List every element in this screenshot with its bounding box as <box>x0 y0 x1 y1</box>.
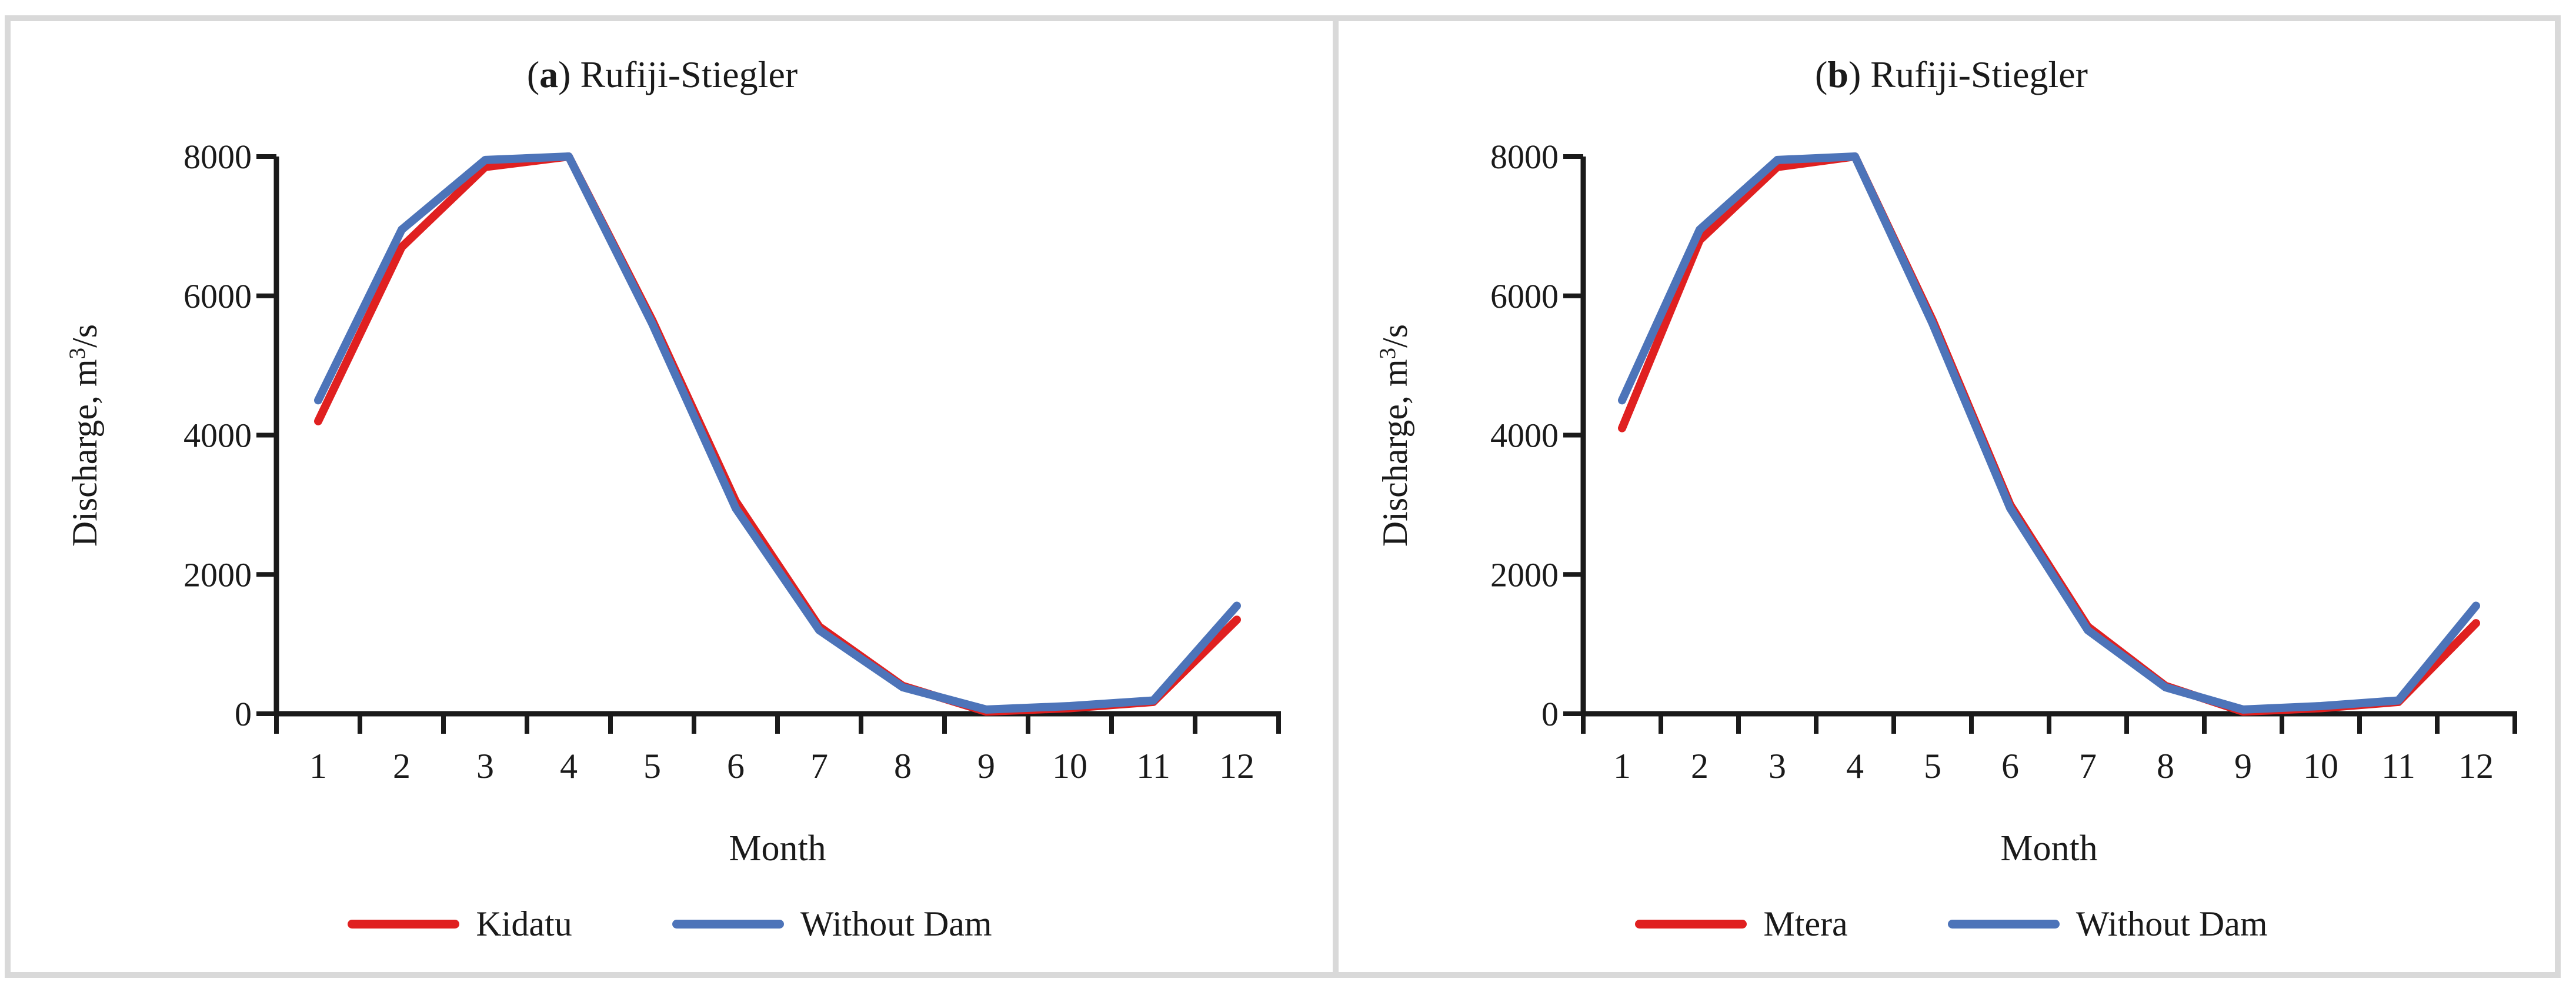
chart-panel-b: (b) Rufiji-Stiegler Discharge, m3/s 0 2000 4… <box>1341 21 2562 972</box>
y-axis-tick-label: 6000 <box>1490 277 1559 315</box>
y-axis-title-base: Discharge, m <box>1376 359 1414 547</box>
figure-border <box>5 15 2561 978</box>
x-axis-tick-label: 7 <box>2079 747 2097 786</box>
legend: Mtera Without Dam <box>1341 894 2562 953</box>
x-axis-tick-label: 4 <box>1846 747 1864 786</box>
x-axis-title: Month <box>2000 828 2097 868</box>
y-axis-title-superscript: 3 <box>65 348 90 360</box>
x-axis-tick-label: 7 <box>810 747 828 786</box>
legend-line-swatch <box>1635 919 1747 929</box>
x-axis-tick-label: 10 <box>2303 747 2338 786</box>
x-axis-tick-label: 9 <box>977 747 995 786</box>
x-axis-tick-label: 4 <box>560 747 578 786</box>
legend-line-swatch <box>348 919 460 929</box>
legend: Kidatu Without Dam <box>8 894 1332 953</box>
y-axis-tick-label: 2000 <box>1490 555 1559 594</box>
legend-line-swatch <box>1947 919 2060 929</box>
y-axis-title-units: /s <box>65 324 104 348</box>
y-axis-tick-label: 6000 <box>183 277 252 315</box>
x-axis-tick-label: 5 <box>1924 747 1941 786</box>
y-axis-tick-label: 8000 <box>1490 138 1559 176</box>
chart-title: (a) Rufiji-Stiegler <box>527 54 798 95</box>
x-axis-tick-label: 12 <box>1219 747 1254 786</box>
y-axis-tick-label: 4000 <box>1490 417 1559 455</box>
x-axis-tick-label: 10 <box>1052 747 1087 786</box>
panel-divider <box>1333 15 1339 978</box>
chart-title: (b) Rufiji-Stiegler <box>1815 54 2088 95</box>
legend-item-without-dam: Without Dam <box>672 906 992 941</box>
x-axis-tick-label: 1 <box>1613 747 1631 786</box>
y-axis-tick-label: 0 <box>1541 695 1559 733</box>
y-axis-tick-label: 4000 <box>183 417 252 455</box>
x-axis-tick-label: 3 <box>1769 747 1786 786</box>
y-axis-tick-label: 0 <box>235 695 252 733</box>
x-axis-tick-label: 8 <box>894 747 912 786</box>
series-line-kidatu <box>314 152 1241 716</box>
y-axis-tick-label: 8000 <box>183 138 252 176</box>
legend-item-mtera: Mtera <box>1635 904 1848 943</box>
x-axis-title: Month <box>729 828 826 868</box>
x-axis-tick-label: 3 <box>476 747 494 786</box>
y-axis-title-base: Discharge, m <box>65 359 104 547</box>
x-axis-tick-label: 12 <box>2458 747 2494 786</box>
chart-panel-a: (a) Rufiji-Stiegler Discharge, m3/s 0 2000 4… <box>8 21 1332 972</box>
x-axis-tick-label: 6 <box>2001 747 2019 786</box>
x-axis-tick-label: 1 <box>309 747 327 786</box>
x-axis-tick-label: 8 <box>2157 747 2174 786</box>
chart-title-panel-letter: b <box>1827 54 1848 95</box>
y-axis-tick-label: 2000 <box>183 555 252 594</box>
legend-label: Without Dam <box>2076 904 2268 943</box>
chart-title-name: ) Rufiji-Stiegler <box>558 54 798 95</box>
y-axis-title-units: /s <box>1376 324 1414 348</box>
x-axis-tick-label: 9 <box>2234 747 2252 786</box>
x-axis-tick-label: 11 <box>2381 747 2415 786</box>
legend-line-swatch <box>672 919 784 929</box>
x-axis-tick-label: 2 <box>1691 747 1709 786</box>
legend-item-without-dam: Without Dam <box>1947 904 2268 943</box>
series-line-without-dam <box>1618 152 2480 714</box>
x-axis-tick-label: 11 <box>1136 747 1170 786</box>
chart-title-name: ) Rufiji-Stiegler <box>1848 54 2088 95</box>
y-axis-title: Discharge, m3/s <box>65 324 104 547</box>
y-axis-title-superscript: 3 <box>1375 348 1400 360</box>
series-line-without-dam <box>314 152 1241 714</box>
series-line-mtera <box>1618 152 2480 716</box>
chart-title-panel-letter: a <box>539 54 558 95</box>
chart-title-paren: ( <box>527 54 539 95</box>
x-axis-tick-label: 5 <box>643 747 661 786</box>
legend-item-kidatu: Kidatu <box>348 906 572 941</box>
legend-label: Mtera <box>1763 904 1848 943</box>
legend-label: Kidatu <box>476 904 572 943</box>
chart-title-paren: ( <box>1815 54 1827 95</box>
x-axis-tick-label: 2 <box>393 747 411 786</box>
x-axis-tick-label: 6 <box>727 747 745 786</box>
y-axis-title: Discharge, m3/s <box>1375 324 1414 547</box>
legend-label: Without Dam <box>800 904 992 943</box>
